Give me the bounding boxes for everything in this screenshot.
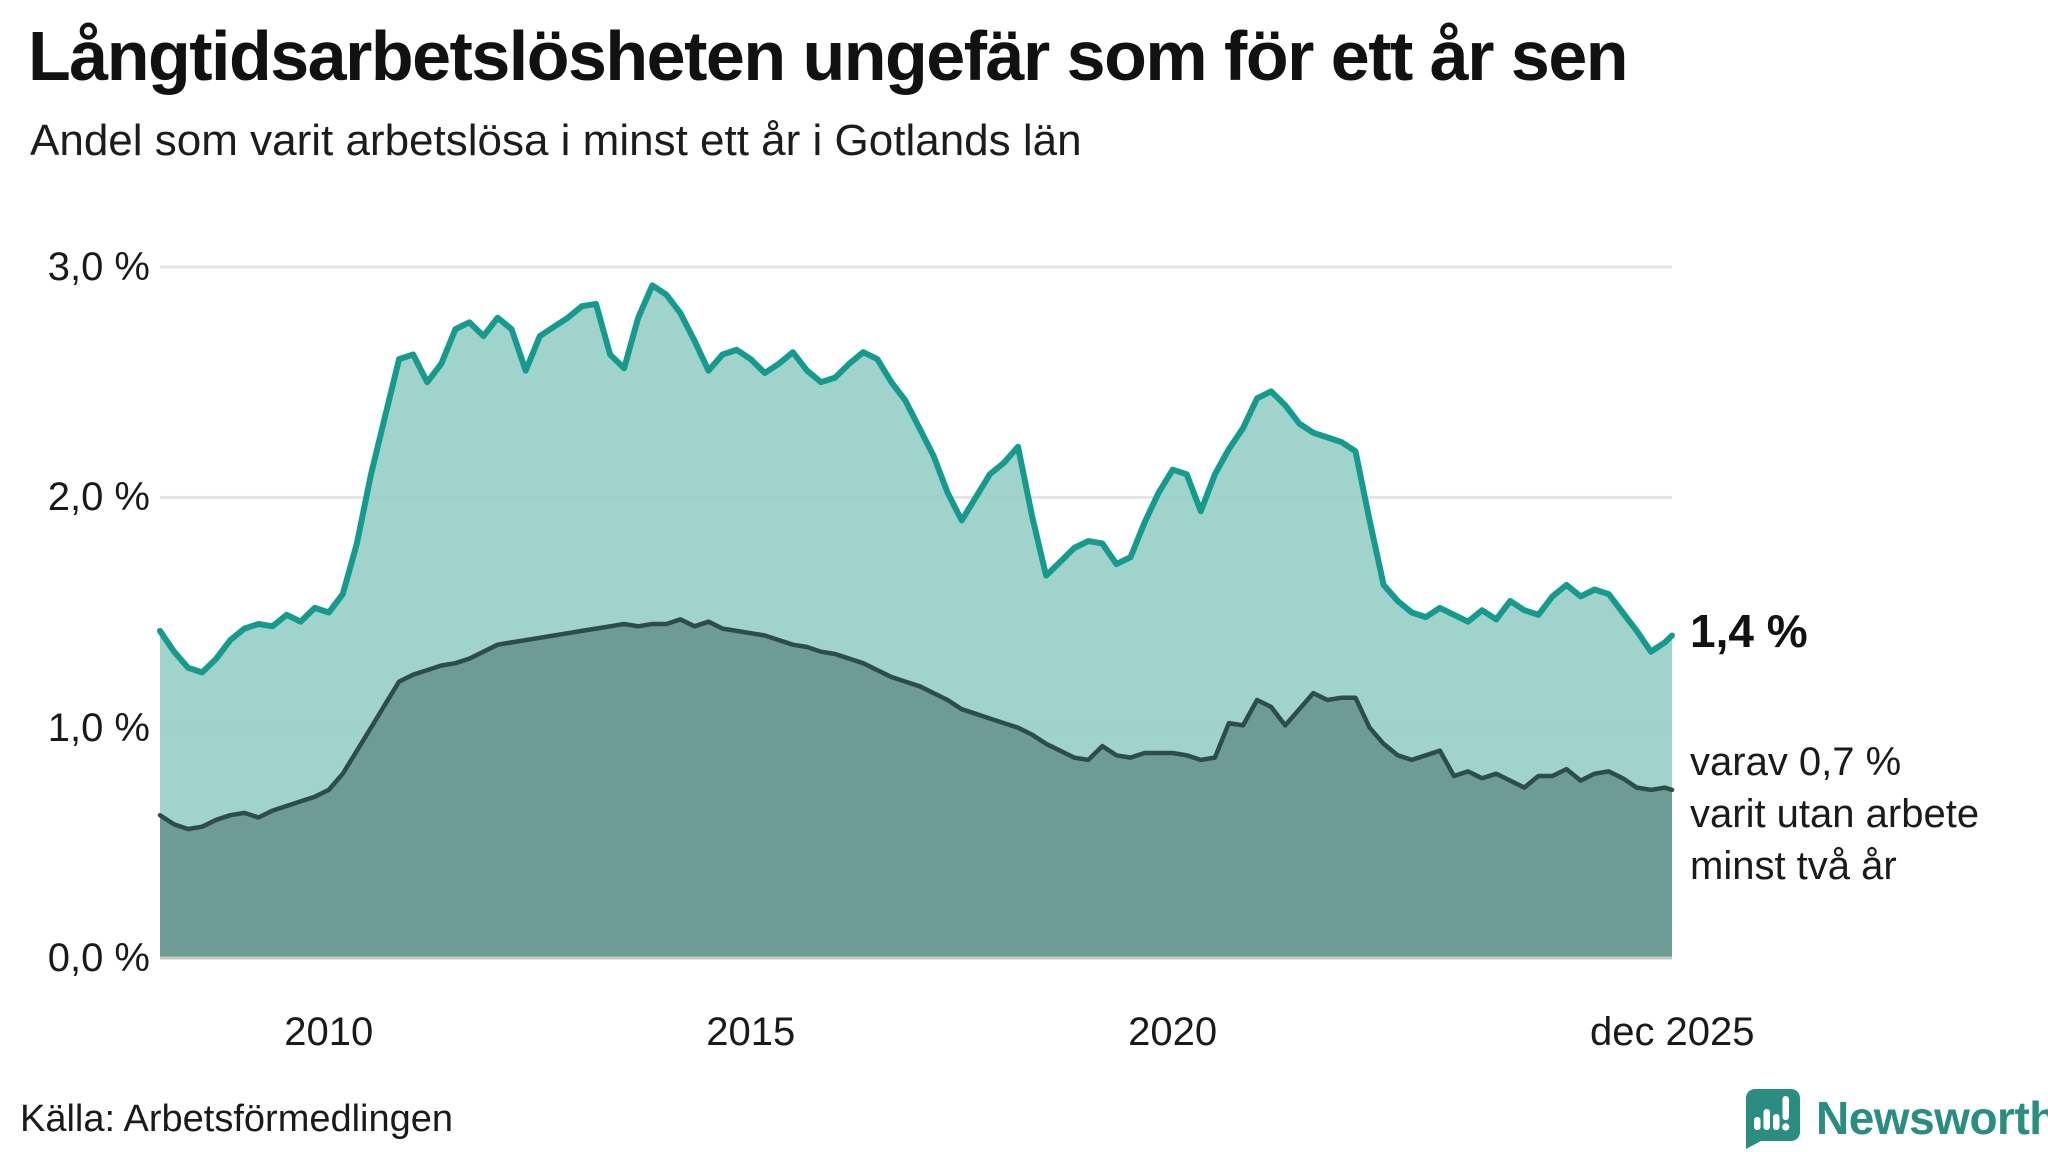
- y-tick-label: 2,0 %: [47, 475, 150, 520]
- y-tick-label: 3,0 %: [47, 245, 150, 289]
- x-tick-label: 2020: [1128, 1010, 1218, 1054]
- latest-value-annotation: 1,4 %: [1690, 605, 1808, 657]
- line-min-two-years: [157, 617, 1675, 832]
- secondary-annotation-line: minst två år: [1690, 844, 1897, 888]
- newsworthy-logo: Newsworthy: [1742, 1086, 2048, 1150]
- secondary-annotation-line: varit utan arbete: [1690, 792, 1980, 836]
- secondary-annotation: varav 0,7 % varit utan arbete minst två …: [1690, 736, 1979, 892]
- source-caption: Källa: Arbetsförmedlingen: [20, 1098, 454, 1140]
- y-tick-label: 1,0 %: [47, 705, 150, 750]
- x-tick-label: 2015: [706, 1010, 796, 1054]
- area-fill-min-two-years: [160, 619, 1672, 958]
- brand-name: Newsworthy: [1816, 1092, 2048, 1144]
- x-tick-label: dec 2025: [1589, 1010, 1755, 1054]
- newsworthy-bubble-chart-icon: [1746, 1089, 1800, 1149]
- secondary-annotation-line: varav 0,7 %: [1690, 740, 1902, 784]
- x-tick-label: 2010: [284, 1010, 374, 1054]
- chart-subtitle: Andel som varit arbetslösa i minst ett å…: [30, 116, 1082, 165]
- page-title: Långtidsarbetslösheten ungefär som för e…: [28, 17, 1629, 95]
- y-tick-label: 0,0 %: [47, 936, 150, 980]
- line-min-one-year: [157, 282, 1675, 676]
